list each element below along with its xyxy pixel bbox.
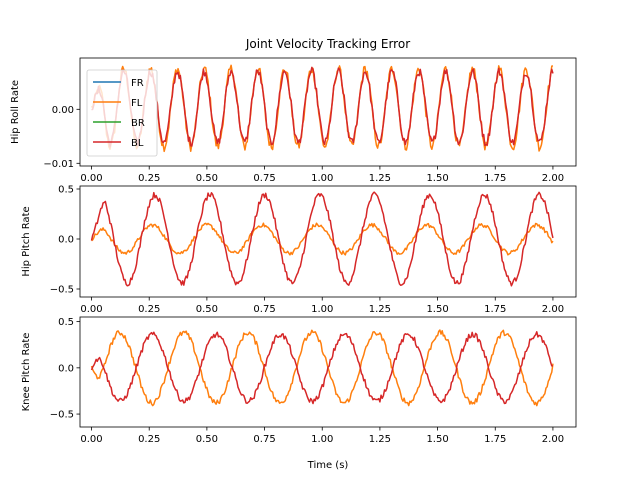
x-tick-label: 1.75 <box>484 434 506 445</box>
x-tick-label: 2.00 <box>542 434 564 445</box>
x-tick-label: 2.00 <box>542 173 564 184</box>
y-tick-label: −0.5 <box>50 285 74 296</box>
legend-label-bl: BL <box>131 138 144 149</box>
x-tick-label: 1.50 <box>426 434 448 445</box>
x-tick-label: 1.00 <box>311 173 333 184</box>
subplot-2: 0.00 0.25 0.50 0.75 1.00 1.25 1.50 1.75 2.00 0.5 0… <box>21 185 577 315</box>
x-tick-label: 1.25 <box>369 434 391 445</box>
x-tick-label: 1.75 <box>484 173 506 184</box>
x-tick-label: 0.50 <box>196 173 218 184</box>
x-tick-label: 0.25 <box>138 434 160 445</box>
legend-label-br: BR <box>131 118 145 129</box>
y-tick-label: 0.00 <box>52 105 74 116</box>
axes-frame <box>79 316 577 428</box>
series-line-bl <box>91 66 554 148</box>
y-tick-label: 0.5 <box>58 317 74 328</box>
y-axis-label: Knee Pitch Rate <box>21 333 32 412</box>
y-axis-label: Hip Pitch Rate <box>21 206 32 276</box>
x-tick-label: 1.00 <box>311 434 333 445</box>
x-tick-label: 1.75 <box>484 304 506 315</box>
legend-box <box>86 69 158 157</box>
series-line-bl <box>90 191 554 287</box>
x-tick-label: 1.50 <box>426 173 448 184</box>
subplot-1: 0.00 0.25 0.50 0.75 1.00 1.25 1.50 1.75 2.00 0.00… <box>10 57 577 184</box>
x-tick-label: 1.25 <box>369 173 391 184</box>
legend-label-fl: FL <box>131 98 143 109</box>
x-tick-label: 2.00 <box>542 304 564 315</box>
x-tick-label: 0.50 <box>196 304 218 315</box>
y-tick-label: −0.01 <box>43 159 74 170</box>
subplot-3: 0.00 0.25 0.50 0.75 1.00 1.25 1.50 1.75 2.00 0.5 0… <box>21 316 577 445</box>
y-tick-label: 0.5 <box>58 185 74 196</box>
chart-title: Joint Velocity Tracking Error <box>245 37 410 51</box>
x-tick-label: 0.25 <box>138 304 160 315</box>
x-tick-label: 0.00 <box>80 434 102 445</box>
legend-label-fr: FR <box>131 78 144 89</box>
y-tick-label: −0.5 <box>50 410 74 421</box>
x-tick-label: 0.75 <box>253 434 275 445</box>
x-tick-label: 0.50 <box>196 434 218 445</box>
x-tick-label: 0.25 <box>138 173 160 184</box>
axes-frame <box>79 185 577 298</box>
subplots-container: 0.00 0.25 0.50 0.75 1.00 1.25 1.50 1.75 2.000.00… <box>10 57 577 445</box>
x-tick-label: 0.00 <box>80 173 102 184</box>
x-tick-label: 1.50 <box>426 304 448 315</box>
axes-frame <box>79 57 577 167</box>
x-tick-label: 0.75 <box>253 304 275 315</box>
x-tick-label: 1.25 <box>369 304 391 315</box>
series-line-bl <box>90 331 554 405</box>
x-axis-label: Time (s) <box>307 460 349 471</box>
y-axis-label: Hip Roll Rate <box>10 80 21 144</box>
legend: FR FL BR BL <box>86 69 158 157</box>
y-tick-label: 0.0 <box>58 363 74 374</box>
x-tick-label: 0.75 <box>253 173 275 184</box>
x-tick-label: 0.00 <box>80 304 102 315</box>
y-tick-label: 0.0 <box>58 235 74 246</box>
series-line-fl <box>90 329 554 407</box>
x-tick-label: 1.00 <box>311 304 333 315</box>
